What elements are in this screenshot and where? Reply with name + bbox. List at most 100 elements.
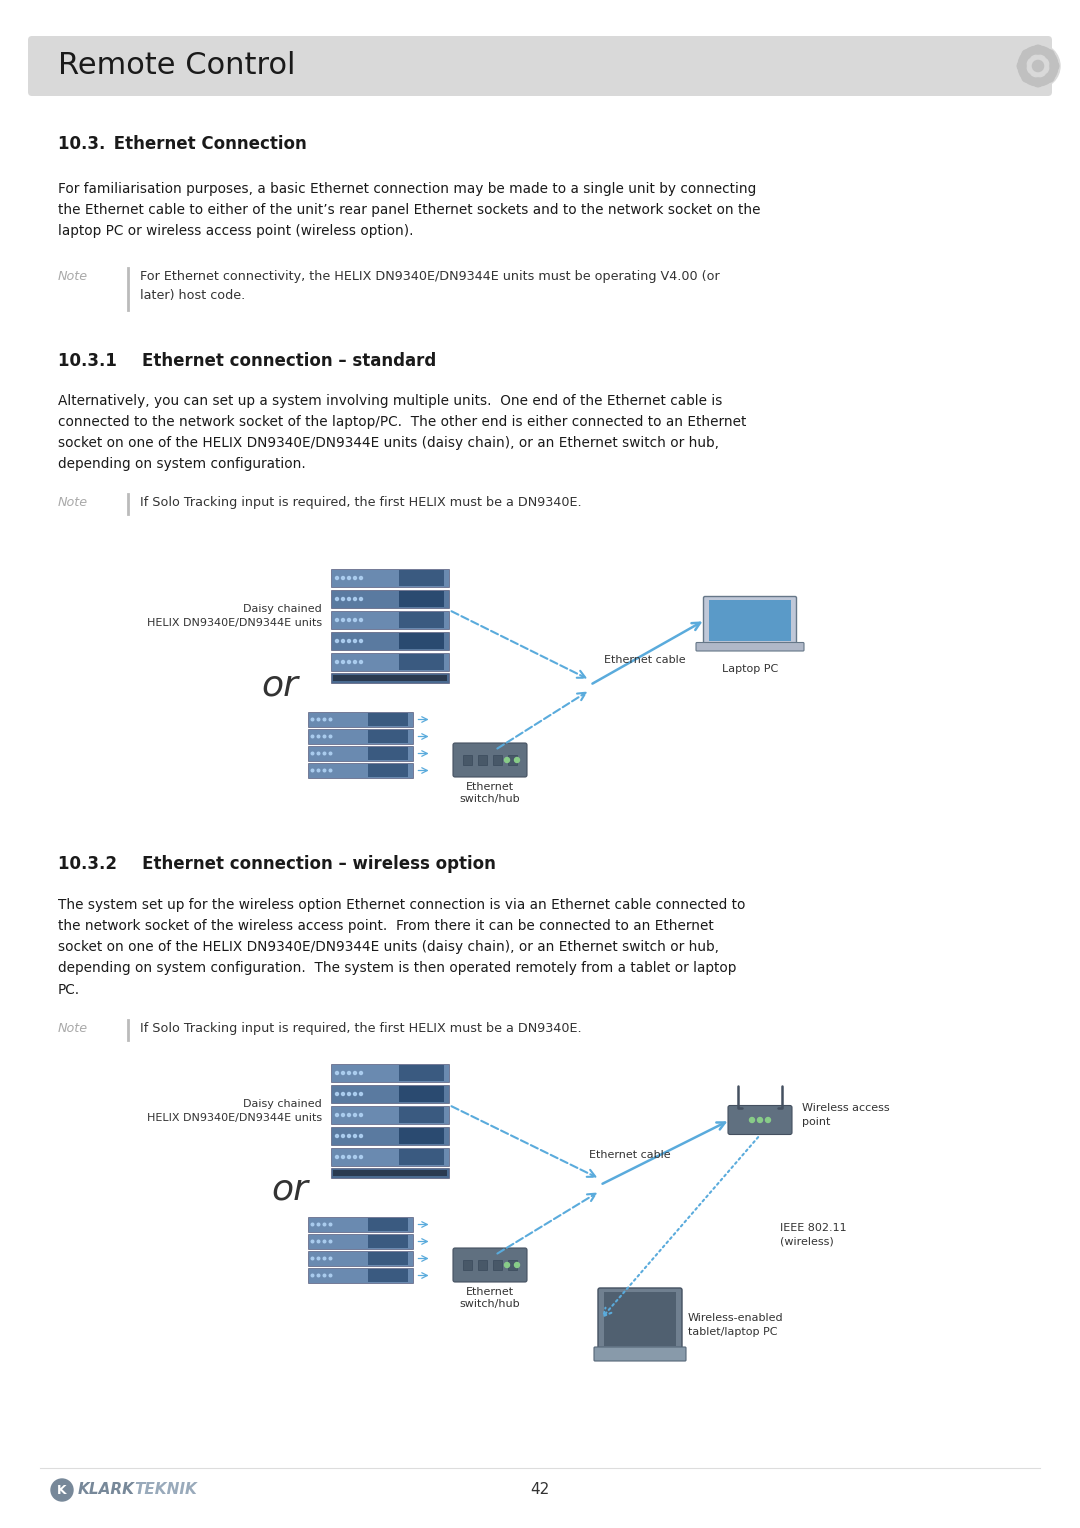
Text: Daisy chained
HELIX DN9340E/DN9344E units: Daisy chained HELIX DN9340E/DN9344E unit… bbox=[147, 1100, 322, 1123]
Circle shape bbox=[311, 769, 314, 772]
Text: If Solo Tracking input is required, the first HELIX must be a DN9340E.: If Solo Tracking input is required, the … bbox=[140, 497, 582, 509]
Text: Note: Note bbox=[58, 497, 89, 509]
Circle shape bbox=[1032, 61, 1043, 72]
Circle shape bbox=[353, 1134, 356, 1137]
Bar bbox=[330, 1128, 449, 1144]
Circle shape bbox=[311, 1241, 314, 1242]
Circle shape bbox=[336, 576, 338, 579]
Text: For Ethernet connectivity, the HELIX DN9340E/DN9344E units must be operating V4.: For Ethernet connectivity, the HELIX DN9… bbox=[140, 270, 719, 303]
Bar bbox=[400, 1128, 444, 1144]
Circle shape bbox=[329, 718, 332, 721]
Bar bbox=[308, 746, 413, 761]
Text: 10.3.2   Ethernet connection – wireless option: 10.3.2 Ethernet connection – wireless op… bbox=[58, 856, 496, 872]
Bar bbox=[368, 747, 408, 759]
Circle shape bbox=[750, 1117, 755, 1123]
Bar bbox=[400, 654, 444, 669]
Text: Daisy chained
HELIX DN9340E/DN9344E units: Daisy chained HELIX DN9340E/DN9344E unit… bbox=[147, 605, 322, 628]
Bar bbox=[400, 570, 444, 587]
Bar bbox=[330, 1063, 449, 1082]
Bar bbox=[333, 675, 447, 681]
Bar bbox=[308, 712, 413, 727]
Bar bbox=[330, 652, 449, 671]
Circle shape bbox=[353, 660, 356, 663]
Text: 42: 42 bbox=[530, 1482, 550, 1497]
Bar bbox=[330, 1167, 449, 1178]
FancyBboxPatch shape bbox=[453, 1248, 527, 1282]
Bar bbox=[368, 730, 408, 743]
Bar bbox=[308, 1268, 413, 1284]
Text: Ethernet cable: Ethernet cable bbox=[604, 656, 686, 665]
Text: KLARK: KLARK bbox=[78, 1482, 135, 1497]
Circle shape bbox=[323, 1258, 326, 1259]
Bar bbox=[708, 601, 791, 640]
Circle shape bbox=[311, 752, 314, 755]
Circle shape bbox=[329, 752, 332, 755]
Circle shape bbox=[341, 640, 345, 642]
Circle shape bbox=[1018, 46, 1058, 86]
Bar bbox=[368, 714, 408, 726]
Circle shape bbox=[336, 1134, 338, 1137]
Circle shape bbox=[353, 640, 356, 642]
Bar bbox=[478, 755, 487, 766]
Circle shape bbox=[360, 1093, 363, 1096]
Bar bbox=[492, 755, 502, 766]
Bar bbox=[308, 762, 413, 778]
Circle shape bbox=[318, 735, 320, 738]
Text: For familiarisation purposes, a basic Ethernet connection may be made to a singl: For familiarisation purposes, a basic Et… bbox=[58, 182, 760, 238]
Circle shape bbox=[360, 1114, 363, 1117]
Circle shape bbox=[348, 1114, 351, 1117]
Text: 10.3.1   Ethernet connection – standard: 10.3.1 Ethernet connection – standard bbox=[58, 351, 436, 370]
Bar bbox=[463, 755, 472, 766]
Circle shape bbox=[353, 597, 356, 601]
FancyBboxPatch shape bbox=[598, 1288, 681, 1352]
FancyBboxPatch shape bbox=[728, 1105, 792, 1134]
Circle shape bbox=[1022, 73, 1030, 83]
Circle shape bbox=[329, 1241, 332, 1242]
Circle shape bbox=[341, 597, 345, 601]
Bar bbox=[400, 1149, 444, 1164]
Bar bbox=[308, 1235, 413, 1248]
Circle shape bbox=[1045, 73, 1054, 83]
FancyBboxPatch shape bbox=[696, 642, 804, 651]
Circle shape bbox=[329, 1274, 332, 1277]
Circle shape bbox=[1027, 55, 1049, 76]
Circle shape bbox=[360, 619, 363, 622]
Circle shape bbox=[318, 1274, 320, 1277]
Circle shape bbox=[323, 735, 326, 738]
Circle shape bbox=[341, 619, 345, 622]
Circle shape bbox=[336, 619, 338, 622]
Circle shape bbox=[348, 640, 351, 642]
Bar bbox=[308, 1216, 413, 1232]
Circle shape bbox=[514, 1262, 519, 1268]
Bar bbox=[508, 755, 517, 766]
Circle shape bbox=[348, 1155, 351, 1158]
Text: K: K bbox=[57, 1484, 67, 1496]
Circle shape bbox=[323, 1224, 326, 1225]
Bar bbox=[400, 591, 444, 607]
Circle shape bbox=[1050, 61, 1058, 70]
Bar bbox=[330, 1085, 449, 1103]
Circle shape bbox=[1022, 50, 1030, 58]
Bar bbox=[330, 611, 449, 630]
Text: Note: Note bbox=[58, 1022, 89, 1034]
Circle shape bbox=[323, 1241, 326, 1242]
Text: If Solo Tracking input is required, the first HELIX must be a DN9340E.: If Solo Tracking input is required, the … bbox=[140, 1022, 582, 1034]
Bar bbox=[330, 633, 449, 649]
Bar bbox=[368, 764, 408, 778]
Circle shape bbox=[348, 576, 351, 579]
Circle shape bbox=[323, 718, 326, 721]
Circle shape bbox=[318, 1241, 320, 1242]
Bar bbox=[330, 590, 449, 608]
Circle shape bbox=[336, 1114, 338, 1117]
FancyBboxPatch shape bbox=[594, 1348, 686, 1361]
Circle shape bbox=[766, 1117, 770, 1123]
Circle shape bbox=[1017, 61, 1026, 70]
Bar bbox=[308, 729, 413, 744]
Circle shape bbox=[341, 1155, 345, 1158]
Circle shape bbox=[360, 1134, 363, 1137]
FancyBboxPatch shape bbox=[703, 596, 797, 646]
Bar bbox=[478, 1261, 487, 1270]
Circle shape bbox=[336, 1071, 338, 1074]
Circle shape bbox=[341, 1114, 345, 1117]
Circle shape bbox=[329, 735, 332, 738]
